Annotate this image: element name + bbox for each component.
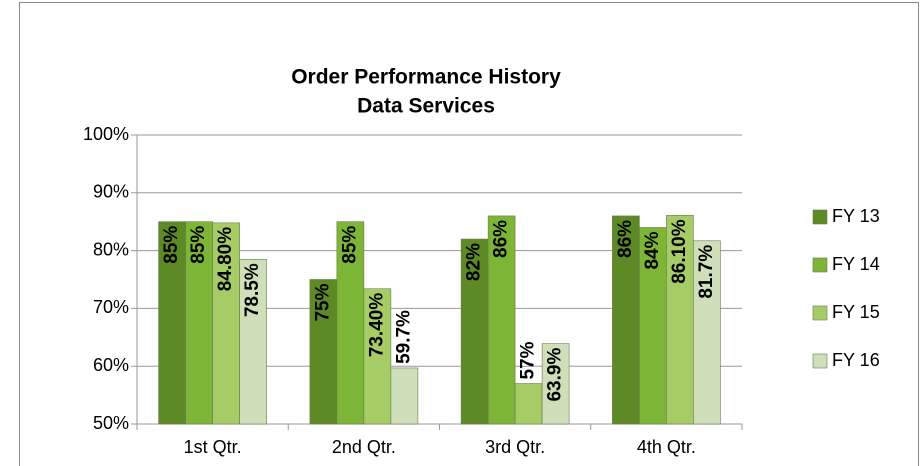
value-label: 59.7% [393, 310, 414, 364]
bar [309, 279, 338, 425]
bar [239, 258, 267, 425]
bar [212, 222, 240, 425]
bar [158, 221, 186, 425]
bar [541, 343, 570, 425]
x-tick-label: 3rd Qtr. [485, 437, 545, 457]
value-label: 85% [339, 226, 360, 264]
y-tick-label: 90% [93, 182, 129, 202]
bar [487, 215, 516, 425]
bar [185, 221, 213, 425]
x-tick-label: 2nd Qtr. [332, 437, 396, 457]
y-tick-label: 100% [83, 124, 129, 144]
bar [390, 367, 419, 425]
bar [693, 240, 721, 425]
legend-label: FY 16 [832, 350, 880, 370]
legend-label: FY 13 [832, 206, 880, 226]
chart-title: Order Performance History [291, 66, 561, 89]
legend-swatch [812, 353, 828, 369]
x-tick-label: 1st Qtr. [184, 437, 242, 457]
value-label: 73.40% [366, 293, 387, 358]
legend-swatch [812, 257, 828, 273]
value-label: 75% [312, 283, 333, 321]
legend-swatch [812, 305, 828, 321]
bar [336, 221, 365, 425]
value-label: 86% [491, 220, 512, 258]
value-label: 86.10% [669, 219, 690, 284]
value-label: 78.5% [242, 263, 263, 317]
bar [363, 288, 392, 425]
value-label: 85% [188, 226, 209, 264]
bar [460, 238, 489, 425]
bar [639, 227, 667, 425]
value-label: 84% [642, 231, 663, 269]
y-tick-label: 50% [93, 413, 129, 433]
bar [612, 215, 640, 425]
y-tick-label: 60% [93, 355, 129, 375]
chart-subtitle: Data Services [357, 95, 495, 118]
bar [514, 383, 543, 425]
value-label: 57% [518, 341, 539, 379]
legend-swatch [812, 209, 828, 225]
y-tick-label: 80% [93, 239, 129, 259]
value-label: 81.7% [696, 245, 717, 299]
x-tick-label: 4th Qtr. [637, 437, 696, 457]
value-label: 84.80% [215, 227, 236, 292]
legend-label: FY 15 [832, 302, 880, 322]
y-tick-label: 70% [93, 297, 129, 317]
legend-label: FY 14 [832, 254, 880, 274]
bar [666, 215, 694, 425]
value-label: 63.9% [545, 348, 566, 402]
value-label: 85% [161, 226, 182, 264]
value-label: 86% [615, 220, 636, 258]
value-label: 82% [464, 243, 485, 281]
